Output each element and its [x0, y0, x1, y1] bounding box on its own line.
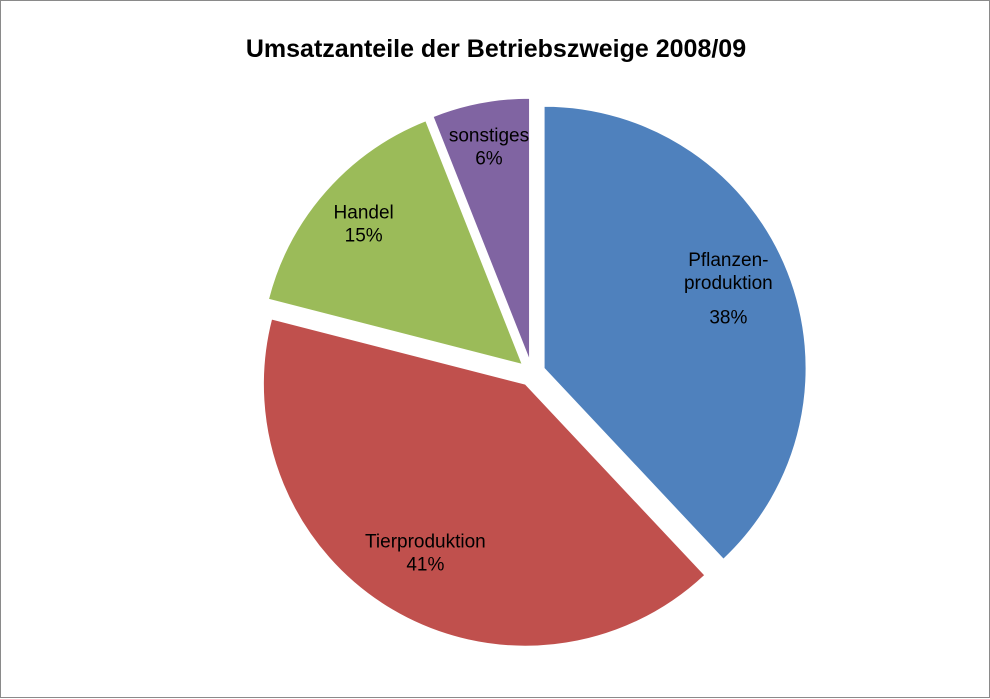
slice-value-label: 38% — [709, 307, 748, 329]
slice-category-label: Pflanzen- produktion — [683, 250, 773, 295]
slice-value-label: 6% — [475, 148, 503, 170]
slice-value-label: 41% — [406, 554, 445, 576]
slice-category-label: sonstiges — [448, 125, 530, 147]
pie-slice — [432, 97, 531, 361]
slice-category-label: Tierproduktion — [365, 531, 486, 553]
pie-slice — [543, 105, 807, 560]
chart-title: Umsatzanteile der Betriebszweige 2008/09 — [245, 35, 747, 63]
pie-slice — [262, 318, 706, 647]
slice-category-label: Handel — [333, 202, 394, 224]
slice-value-label: 15% — [344, 225, 383, 247]
pie-slice — [267, 120, 524, 366]
